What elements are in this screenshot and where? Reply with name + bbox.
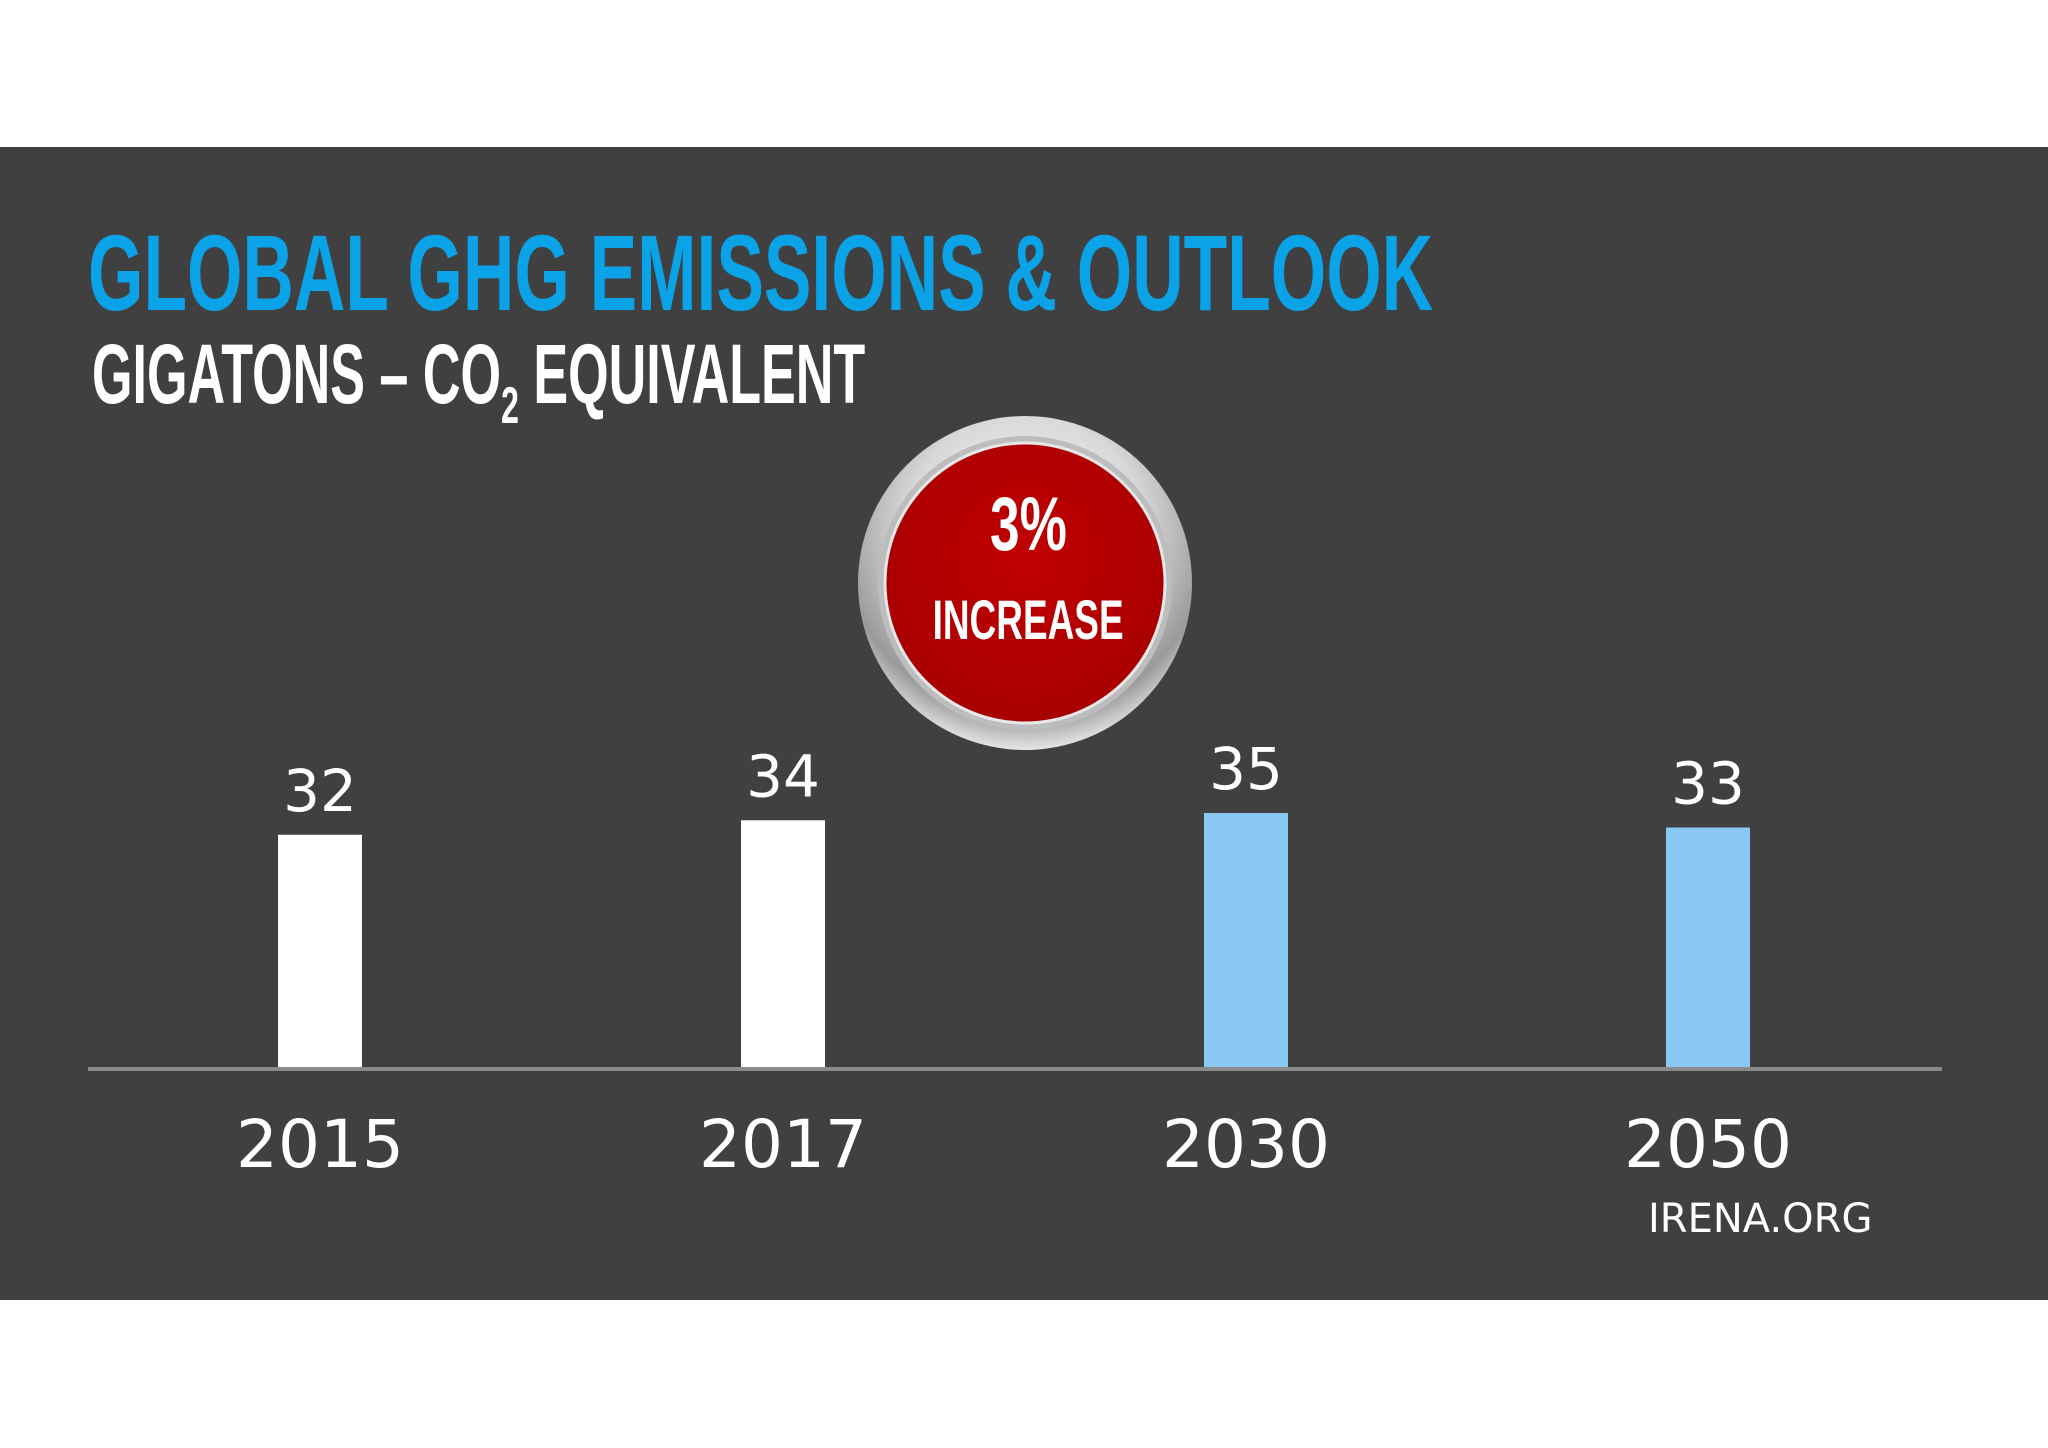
x-tick-label-2050: 2050 bbox=[1624, 1106, 1792, 1183]
subtitle-suffix: EQUIVALENT bbox=[518, 327, 866, 421]
value-label-2030: 35 bbox=[1209, 735, 1283, 803]
badge-percent: 3% bbox=[990, 482, 1067, 567]
source-credit: IRENA.ORG bbox=[1648, 1196, 1873, 1242]
x-tick-label-2015: 2015 bbox=[236, 1106, 404, 1183]
bar-2030 bbox=[1204, 813, 1288, 1067]
subtitle-prefix: GIGATONS – CO bbox=[92, 327, 501, 421]
badge-label: INCREASE bbox=[932, 588, 1124, 651]
subtitle-subscript: 2 bbox=[500, 377, 519, 435]
bar-2015 bbox=[278, 834, 362, 1067]
value-label-2015: 32 bbox=[283, 757, 357, 825]
chart-panel: GLOBAL GHG EMISSIONS & OUTLOOK GIGATONS … bbox=[0, 147, 2048, 1300]
bar-chart: 32 2015 34 2017 35 2030 33 2050 bbox=[88, 735, 1942, 1183]
value-label-2050: 33 bbox=[1671, 750, 1745, 818]
value-label-2017: 34 bbox=[746, 742, 820, 810]
chart-subtitle: GIGATONS – CO2 EQUIVALENT bbox=[92, 332, 865, 432]
increase-badge bbox=[858, 416, 1192, 750]
x-tick-label-2030: 2030 bbox=[1162, 1106, 1330, 1183]
badge-red-disc bbox=[883, 441, 1167, 725]
x-tick-label-2017: 2017 bbox=[699, 1106, 867, 1183]
bar-2050 bbox=[1666, 827, 1750, 1067]
bar-2017 bbox=[741, 820, 825, 1067]
chart-title: GLOBAL GHG EMISSIONS & OUTLOOK bbox=[88, 212, 1434, 333]
